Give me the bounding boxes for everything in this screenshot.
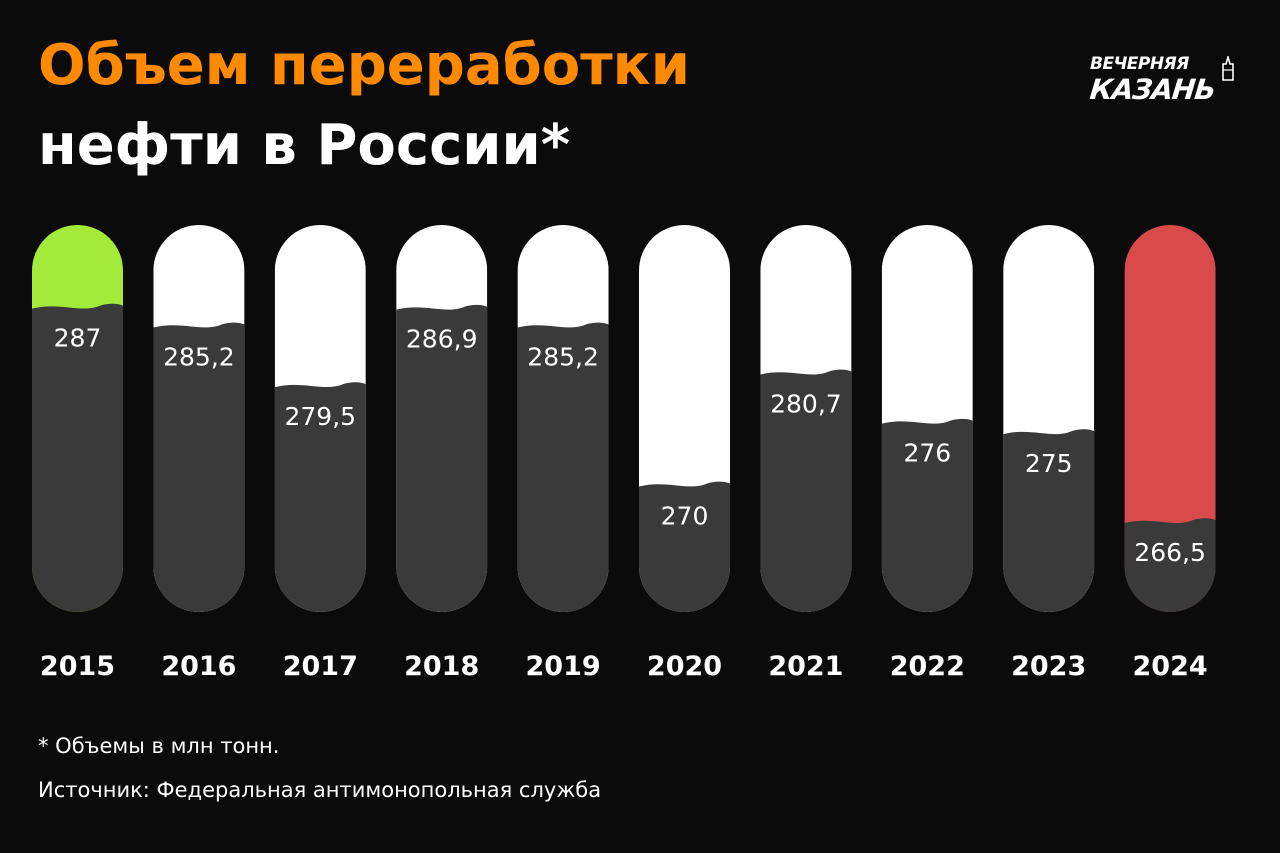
bar-fill-2017 [274, 382, 366, 612]
data-label-2015: 287 [54, 324, 102, 353]
data-label-2021: 280,7 [770, 390, 842, 419]
bar-capsule-2020 [639, 225, 730, 612]
bar-capsule-2015 [32, 225, 123, 612]
year-label-2017: 2017 [283, 651, 358, 682]
bar-fill-2022 [881, 418, 973, 612]
year-label-2018: 2018 [404, 651, 479, 682]
year-label-2021: 2021 [768, 651, 843, 682]
bar-fill-2019 [517, 322, 609, 612]
data-label-2020: 270 [661, 501, 709, 530]
logo-text-top: ВЕЧЕРНЯЯ [1090, 54, 1189, 74]
bar-fill-2018 [396, 304, 488, 612]
tower-icon [1222, 56, 1234, 81]
bar-fill-2024 [1124, 518, 1216, 612]
bar-capsule-2019 [517, 225, 609, 612]
year-label-2015: 2015 [40, 651, 115, 682]
bar-capsule-2024 [1124, 225, 1216, 612]
bar-fill-2021 [760, 369, 852, 612]
bar-fill-2016 [153, 322, 245, 612]
bar-fill-2023 [1003, 429, 1095, 612]
bar-capsule-2021 [760, 225, 852, 612]
year-label-2016: 2016 [161, 651, 236, 682]
bar-capsule-2023 [1003, 225, 1095, 612]
year-label-2020: 2020 [647, 651, 722, 682]
footnote-units: * Объемы в млн тонн. [38, 734, 280, 758]
bar-capsule-2018 [396, 225, 488, 612]
data-label-2019: 285,2 [527, 343, 599, 372]
bar-fill-2020 [639, 481, 730, 612]
data-label-2018: 286,9 [406, 325, 478, 354]
data-label-2023: 275 [1025, 449, 1073, 478]
year-label-2022: 2022 [890, 651, 965, 682]
bar-capsule-2022 [881, 225, 973, 612]
year-label-2023: 2023 [1011, 651, 1086, 682]
bar-capsule-2017 [274, 225, 366, 612]
year-label-2019: 2019 [526, 651, 601, 682]
chart-title-line-2: нефти в России* [38, 113, 571, 178]
data-label-2016: 285,2 [163, 343, 235, 372]
brand-logo: ВЕЧЕРНЯЯ КАЗАНЬ [1088, 54, 1240, 106]
bar-capsule-2016 [153, 225, 245, 612]
data-label-2017: 279,5 [285, 402, 357, 431]
chart-title-line-1: Объем переработки [38, 33, 690, 98]
data-label-2022: 276 [903, 439, 951, 468]
footnote-source: Источник: Федеральная антимонопольная сл… [38, 778, 602, 802]
year-label-2024: 2024 [1133, 651, 1208, 682]
data-label-2024: 266,5 [1134, 538, 1206, 567]
bar-chart: 287 2015 285,2 2016 279,5 2017 286,9 2018 285,2 2… [32, 225, 1216, 682]
bar-fill-2015 [32, 303, 123, 612]
